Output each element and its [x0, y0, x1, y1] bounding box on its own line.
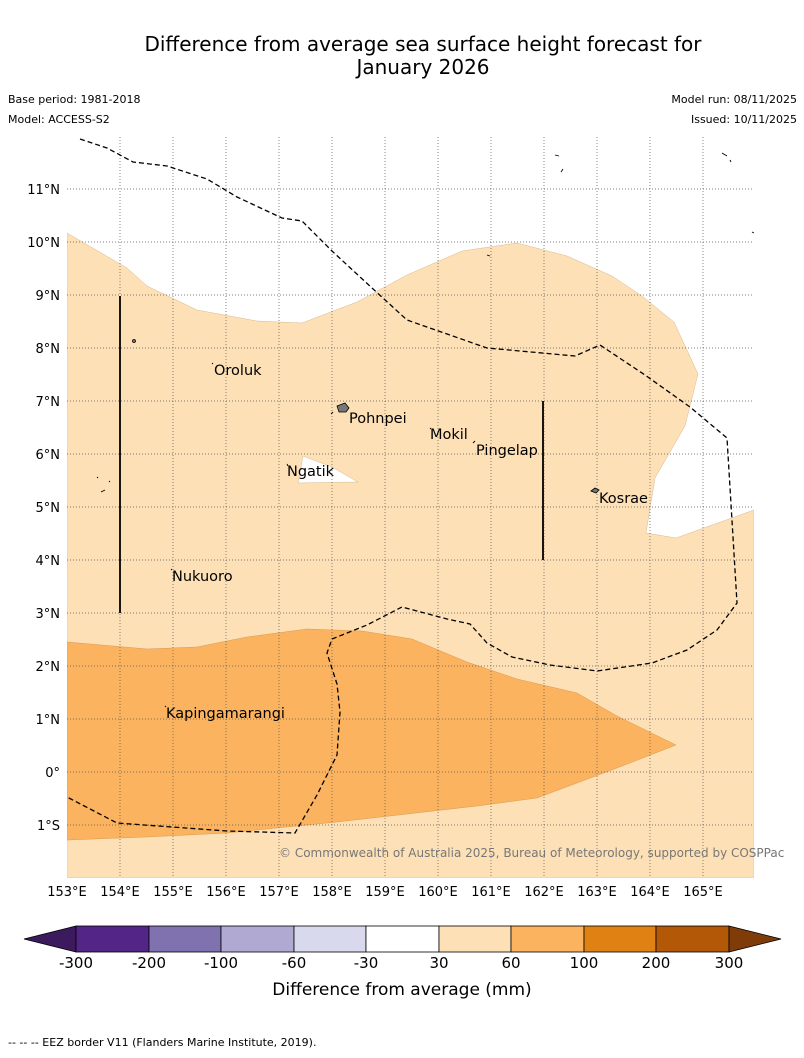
lon-label: 153°E — [47, 885, 87, 900]
colorbar: -300 -200 -100 -60 -30 30 60 100 200 300… — [23, 925, 782, 1000]
colorbar-segment — [220, 925, 295, 953]
lon-label: 157°E — [259, 885, 299, 900]
lon-label: 154°E — [100, 885, 140, 900]
lon-label: 162°E — [524, 885, 564, 900]
label-ngatik: Ngatik — [287, 464, 335, 480]
lon-label: 156°E — [206, 885, 246, 900]
colorbar-tick: 60 — [501, 954, 520, 972]
colorbar-segment — [365, 925, 440, 953]
colorbar-tick: 100 — [570, 954, 599, 972]
lat-label: 4°N — [36, 554, 61, 569]
near-average-patch — [297, 455, 359, 484]
colorbar-extend-low — [23, 925, 77, 953]
label-mokil: Mokil — [430, 427, 468, 443]
issued-date: Issued: 10/11/2025 — [690, 113, 797, 126]
colorbar-title: Difference from average (mm) — [272, 980, 531, 1000]
lat-label: 0° — [45, 766, 60, 781]
label-kosrae: Kosrae — [599, 491, 648, 507]
islet — [132, 339, 136, 343]
lat-label: 1°N — [36, 713, 61, 728]
colorbar-segment — [148, 925, 222, 953]
colorbar-tick-labels: -300 -200 -100 -60 -30 30 60 100 200 300 — [59, 954, 743, 972]
lat-label: 3°N — [36, 607, 61, 622]
colorbar-tick: 200 — [642, 954, 671, 972]
lat-label: 8°N — [36, 342, 61, 357]
lon-label: 164°E — [630, 885, 670, 900]
colorbar-tick: 300 — [715, 954, 744, 972]
colorbar-segment — [293, 925, 367, 953]
graticule — [67, 137, 754, 878]
colorbar-segment — [583, 925, 657, 953]
label-pingelap: Pingelap — [476, 443, 538, 459]
islands — [132, 339, 600, 494]
eez-border — [67, 138, 738, 834]
model-name: Model: ACCESS-S2 — [8, 113, 110, 126]
eez-legend-note: -- -- -- EEZ border V11 (Flanders Marine… — [8, 1036, 317, 1049]
colorbar-segment — [655, 925, 730, 953]
model-run-date: Model run: 08/11/2025 — [671, 93, 797, 106]
lat-label: 5°N — [36, 501, 61, 516]
lat-label: 10°N — [27, 236, 60, 251]
copyright-notice: © Commonwealth of Australia 2025, Bureau… — [279, 846, 784, 860]
anomaly-60-100-region — [67, 628, 677, 841]
colorbar-segment — [75, 925, 150, 953]
lon-label: 158°E — [312, 885, 352, 900]
colorbar-tick: -200 — [132, 954, 166, 972]
colorbar-segment — [438, 925, 512, 953]
lat-label: 1°S — [37, 819, 60, 834]
colorbar-extend-high — [728, 925, 782, 953]
islet-marks — [96, 152, 754, 708]
label-pohnpei: Pohnpei — [349, 411, 407, 427]
lat-label: 2°N — [36, 660, 61, 675]
lon-label: 159°E — [365, 885, 405, 900]
lon-label: 165°E — [683, 885, 723, 900]
title-line-2: January 2026 — [356, 55, 490, 79]
title-line-1: Difference from average sea surface heig… — [144, 32, 702, 56]
lon-label: 160°E — [418, 885, 458, 900]
lat-label: 11°N — [27, 183, 60, 198]
base-period: Base period: 1981-2018 — [8, 93, 141, 106]
latitude-labels: 11°N 10°N 9°N 8°N 7°N 6°N 5°N 4°N 3°N 2°… — [27, 183, 60, 834]
colorbar-tick: 30 — [429, 954, 448, 972]
colorbar-segment — [510, 925, 585, 953]
colorbar-tick: -100 — [204, 954, 238, 972]
colorbar-tick: -300 — [59, 954, 93, 972]
lat-label: 6°N — [36, 448, 61, 463]
colorbar-tick: -30 — [354, 954, 379, 972]
label-oroluk: Oroluk — [214, 363, 262, 379]
kosrae-island — [590, 487, 600, 494]
lat-label: 7°N — [36, 395, 61, 410]
map-panel: Oroluk Pohnpei Mokil Pingelap Ngatik Kos… — [67, 137, 754, 878]
pohnpei-island — [336, 402, 350, 413]
lon-label: 163°E — [577, 885, 617, 900]
lat-label: 9°N — [36, 289, 61, 304]
lon-label: 161°E — [471, 885, 511, 900]
chart-title: Difference from average sea surface heig… — [0, 33, 804, 79]
colorbar-tick: -60 — [282, 954, 307, 972]
label-nukuoro: Nukuoro — [172, 569, 233, 585]
label-kapingamarangi: Kapingamarangi — [166, 706, 285, 722]
lon-label: 155°E — [153, 885, 193, 900]
longitude-labels: 153°E 154°E 155°E 156°E 157°E 158°E 159°… — [47, 885, 723, 900]
place-labels: Oroluk Pohnpei Mokil Pingelap Ngatik Kos… — [166, 363, 648, 722]
